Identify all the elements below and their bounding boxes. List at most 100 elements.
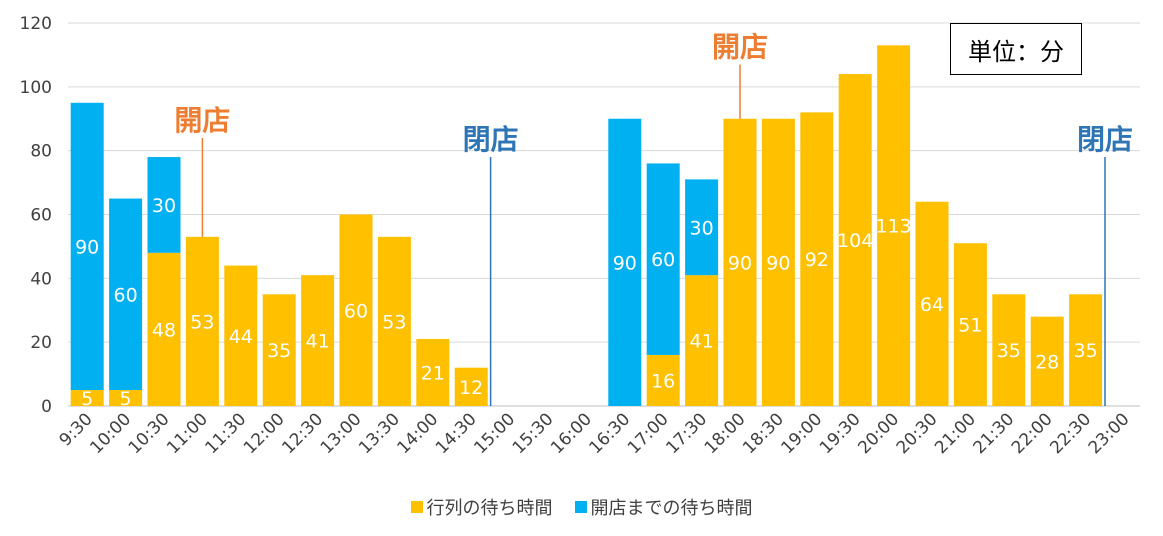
x-tick-label: 10:30: [125, 409, 174, 458]
bars: [70, 45, 1103, 407]
bar-queue: [838, 74, 872, 407]
x-tick-label: 22:00: [1008, 409, 1057, 458]
x-tick-label: 12:00: [240, 409, 289, 458]
bar-preopen: [685, 179, 719, 276]
annotation-label: 閉店: [1077, 123, 1133, 156]
legend-swatch-preopen: [574, 501, 587, 513]
x-tick-label: 22:30: [1046, 409, 1095, 458]
y-axis-ticks: 0 20 40 60 80 100 120: [20, 14, 52, 417]
bar-queue-label: 35: [997, 340, 1021, 362]
bar-queue: [1030, 316, 1064, 406]
bar-preopen: [608, 118, 642, 406]
bar-queue-label: 35: [267, 340, 291, 362]
y-tick-label: 0: [41, 397, 52, 417]
x-tick-label: 23:00: [1085, 409, 1134, 458]
bar-queue: [723, 118, 757, 406]
bar-preopen-label: 60: [651, 249, 675, 271]
bar-queue-label: 48: [152, 319, 176, 341]
bar-queue: [339, 214, 373, 406]
legend: 行列の待ち時間 開店までの待ち時間: [0, 494, 1163, 520]
bar-queue-label: 35: [1074, 340, 1098, 362]
bar-queue: [416, 338, 450, 406]
bar-preopen: [147, 157, 181, 253]
bar-preopen: [70, 102, 104, 391]
bar-queue: [877, 45, 911, 406]
bar-queue-label: 16: [651, 370, 675, 392]
bar-queue: [109, 390, 143, 406]
x-tick-label: 12:30: [278, 409, 327, 458]
bar-preopen-label: 30: [690, 217, 714, 239]
bar-queue-label: 41: [306, 331, 330, 353]
bar-queue-label: 53: [382, 311, 406, 333]
y-tick-label: 40: [30, 269, 52, 289]
y-tick-label: 60: [30, 206, 52, 226]
bar-queue: [915, 201, 949, 406]
bar-queue: [224, 265, 258, 406]
bar-preopen-label: 90: [75, 236, 99, 258]
bar-queue: [761, 118, 795, 406]
bar-queue-label: 5: [120, 388, 132, 410]
x-tick-label: 14:00: [394, 409, 443, 458]
bar-queue: [685, 275, 719, 406]
bar-queue-label: 51: [958, 315, 982, 337]
bar-queue: [262, 294, 296, 406]
x-tick-label: 13:30: [355, 409, 404, 458]
x-tick-label: 13:00: [317, 409, 366, 458]
x-tick-label: 11:30: [202, 409, 251, 458]
bar-queue-label: 12: [459, 377, 483, 399]
x-tick-label: 19:00: [778, 409, 827, 458]
bar-queue: [454, 367, 488, 406]
legend-label-preopen: 開店までの待ち時間: [590, 498, 753, 519]
bar-queue: [301, 275, 335, 406]
data-labels: 5 90 5 60 48 30 53 44 35 41 60 53 21 12 90 16 60 41 30 90 90…: [75, 195, 1098, 410]
bar-queue-label: 5: [81, 388, 93, 410]
x-tick-label: 18:30: [739, 409, 788, 458]
legend-item-preopen: 開店までの待ち時間: [574, 494, 753, 520]
bar-queue-label: 90: [728, 252, 752, 274]
bar-preopen: [109, 198, 143, 391]
x-tick-label: 21:00: [931, 409, 980, 458]
bar-queue: [70, 390, 104, 406]
bar-queue-label: 53: [190, 311, 214, 333]
bar-preopen-label: 60: [114, 284, 138, 306]
bar-queue: [1069, 294, 1103, 406]
bar-queue-label: 28: [1035, 351, 1059, 373]
legend-label-queue: 行列の待ち時間: [426, 498, 553, 519]
legend-item-queue: 行列の待ち時間: [410, 494, 553, 520]
bar-preopen: [646, 163, 680, 355]
bar-queue: [646, 354, 680, 406]
x-tick-label: 15:30: [509, 409, 558, 458]
annotation-label: 開店: [712, 30, 768, 63]
y-tick-label: 100: [20, 78, 52, 98]
annotation-label: 閉店: [463, 123, 519, 156]
bar-queue-label: 64: [920, 294, 944, 316]
bar-queue-label: 113: [875, 216, 911, 238]
x-tick-label: 20:00: [854, 409, 903, 458]
bar-queue: [185, 236, 219, 406]
bar-queue: [147, 252, 181, 406]
y-tick-label: 20: [30, 333, 52, 353]
x-tick-label: 21:30: [970, 409, 1019, 458]
legend-swatch-queue: [410, 501, 423, 513]
bar-queue: [992, 294, 1026, 406]
bar-queue-label: 60: [344, 300, 368, 322]
bar-queue: [953, 243, 987, 406]
bar-queue-label: 41: [690, 331, 714, 353]
x-tick-label: 16:00: [547, 409, 596, 458]
x-tick-label: 20:30: [893, 409, 942, 458]
annotation-label: 開店: [174, 104, 230, 137]
y-tick-label: 80: [30, 142, 52, 162]
x-tick-label: 10:00: [86, 409, 135, 458]
unit-label: 単位：分: [950, 23, 1082, 75]
x-tick-label: 19:30: [816, 409, 865, 458]
bar-queue-label: 104: [837, 230, 873, 252]
x-tick-label: 17:30: [662, 409, 711, 458]
bar-queue: [800, 112, 834, 406]
bar-queue-label: 92: [805, 249, 829, 271]
bar-preopen-label: 30: [152, 195, 176, 217]
bar-preopen-label: 90: [613, 252, 637, 274]
bar-queue-label: 21: [421, 362, 445, 384]
x-tick-label: 18:00: [701, 409, 750, 458]
x-tick-label: 15:00: [470, 409, 519, 458]
